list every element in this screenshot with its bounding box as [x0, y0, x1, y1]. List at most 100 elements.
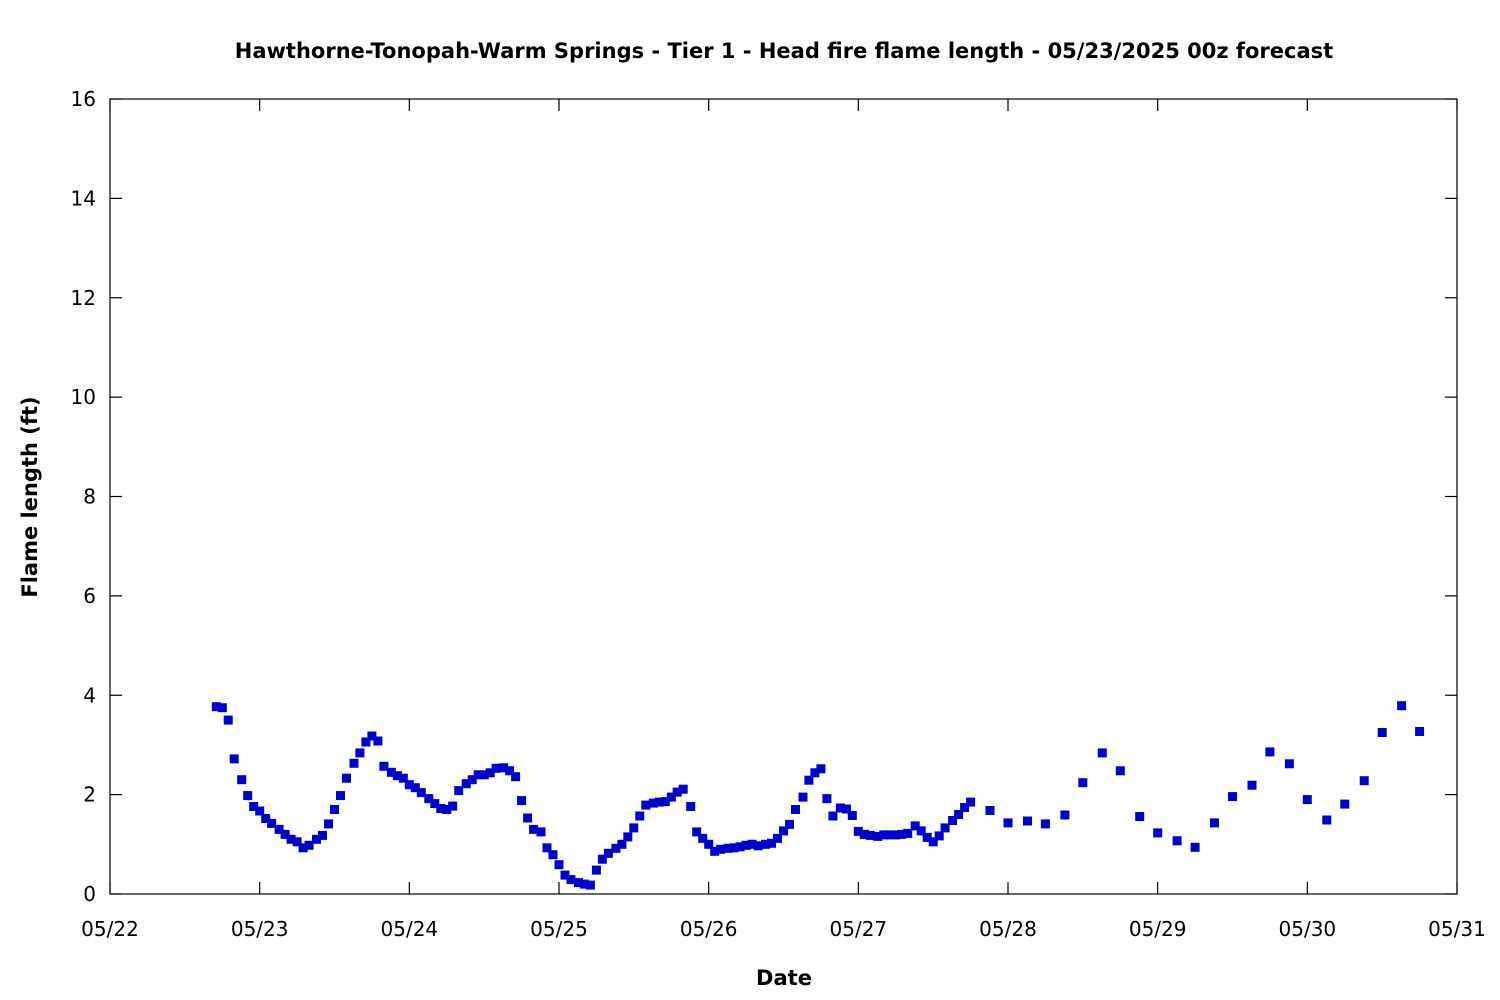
data-point	[591, 865, 601, 875]
data-point	[274, 824, 284, 834]
data-point	[698, 833, 708, 843]
data-point	[704, 839, 714, 849]
data-point	[729, 843, 739, 853]
data-point	[298, 843, 308, 853]
data-point	[654, 797, 664, 807]
data-point	[791, 805, 800, 814]
data-point	[1247, 780, 1257, 790]
data-point	[467, 775, 477, 785]
data-point	[529, 824, 539, 834]
data-point	[267, 818, 277, 828]
data-point	[485, 768, 495, 778]
data-point	[336, 791, 345, 801]
data-point	[761, 839, 770, 849]
data-point	[1135, 812, 1145, 821]
data-point	[1040, 819, 1050, 829]
data-point	[548, 850, 558, 860]
data-point	[1322, 815, 1332, 825]
data-point	[1115, 766, 1125, 776]
data-point	[312, 834, 321, 844]
x-tick-label: 05/23	[231, 917, 289, 941]
data-point	[966, 797, 976, 807]
x-tick-label: 05/22	[81, 917, 139, 941]
data-point	[1153, 828, 1163, 838]
y-tick-label: 6	[83, 584, 96, 608]
data-point	[1172, 836, 1182, 846]
x-tick-label: 05/25	[530, 917, 588, 941]
data-point	[804, 775, 814, 785]
data-point	[597, 854, 607, 864]
data-point	[237, 775, 247, 785]
data-point	[753, 841, 763, 851]
data-point	[223, 715, 233, 725]
data-point	[211, 702, 221, 712]
data-point	[1284, 759, 1294, 769]
x-tick-label: 05/31	[1428, 917, 1486, 941]
data-point	[424, 794, 434, 804]
data-point	[461, 779, 471, 789]
data-point	[816, 764, 826, 774]
data-point	[948, 816, 958, 825]
data-point	[280, 829, 290, 839]
data-point	[367, 731, 377, 741]
data-point	[910, 821, 920, 831]
data-point	[579, 879, 589, 889]
data-points-layer	[211, 701, 1425, 890]
data-point	[479, 770, 489, 780]
data-point	[897, 829, 907, 839]
data-point	[454, 786, 464, 796]
data-point	[1415, 727, 1425, 736]
data-point	[243, 791, 253, 801]
data-point	[249, 802, 259, 811]
data-point	[361, 737, 371, 747]
data-point	[255, 806, 265, 816]
data-point	[985, 806, 995, 815]
y-axis-label: Flame length (ft)	[18, 396, 42, 597]
data-point	[623, 832, 633, 842]
x-axis: 05/22 05/23 05/24 05/25 05/26 05/27 05/28 05/29…	[81, 99, 1486, 941]
data-point	[392, 771, 402, 781]
data-point	[672, 787, 682, 797]
x-tick-label: 05/27	[830, 917, 888, 941]
data-point	[1210, 818, 1219, 828]
data-point	[916, 826, 926, 836]
data-point	[666, 792, 676, 802]
data-point	[741, 840, 751, 850]
data-point	[641, 800, 651, 810]
data-point	[330, 805, 339, 814]
data-point	[342, 773, 351, 783]
data-point	[954, 810, 964, 819]
data-point	[505, 766, 515, 776]
y-tick-label: 8	[83, 485, 96, 509]
data-point	[430, 799, 440, 809]
data-point	[940, 823, 950, 833]
data-point	[217, 703, 227, 713]
x-axis-label: Date	[756, 966, 812, 990]
x-tick-label: 05/28	[979, 917, 1037, 941]
data-point	[436, 804, 446, 813]
data-point	[229, 754, 239, 764]
data-point	[660, 797, 670, 807]
chart-title: Hawthorne-Tonopah-Warm Springs - Tier 1 …	[235, 39, 1333, 63]
data-point	[1265, 747, 1275, 757]
x-tick-label: 05/30	[1279, 917, 1337, 941]
data-point	[261, 814, 271, 823]
data-point	[865, 830, 875, 840]
data-point	[678, 784, 688, 794]
data-point	[442, 805, 452, 814]
data-point	[536, 827, 546, 837]
data-point	[960, 803, 970, 812]
data-point	[523, 813, 533, 823]
data-point	[292, 837, 302, 847]
data-point	[928, 837, 938, 847]
data-point	[735, 842, 745, 852]
data-point	[859, 829, 869, 839]
data-point	[491, 763, 501, 773]
data-point	[822, 794, 832, 804]
data-point	[318, 830, 327, 840]
data-point	[448, 801, 458, 811]
data-point	[841, 804, 851, 814]
data-point	[379, 761, 389, 771]
